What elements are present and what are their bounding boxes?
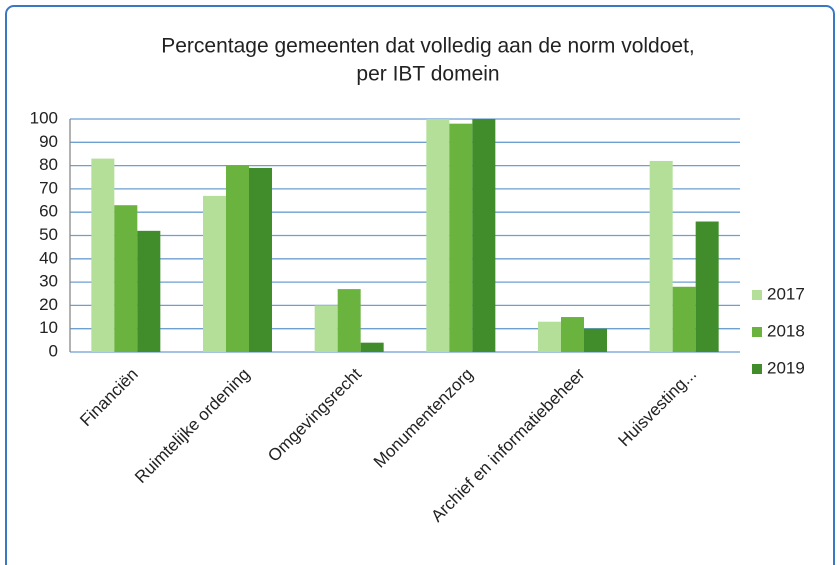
chart-border bbox=[5, 5, 835, 565]
y-tick-label: 100 bbox=[30, 108, 58, 127]
bar bbox=[314, 305, 338, 352]
bar bbox=[649, 160, 673, 352]
y-tick-label: 30 bbox=[39, 272, 58, 291]
bar bbox=[203, 195, 226, 352]
bar bbox=[226, 165, 249, 352]
y-tick-label: 70 bbox=[39, 178, 58, 197]
y-tick-label: 50 bbox=[39, 225, 58, 244]
bar bbox=[249, 167, 272, 352]
bar bbox=[137, 230, 161, 352]
chart-title: per IBT domein bbox=[356, 63, 499, 86]
y-tick-label: 90 bbox=[39, 132, 58, 151]
bar bbox=[426, 119, 450, 352]
bar bbox=[337, 289, 361, 352]
legend-label: 2019 bbox=[767, 358, 805, 377]
bar bbox=[472, 119, 496, 352]
y-tick-label: 40 bbox=[39, 248, 58, 267]
legend-swatch bbox=[752, 327, 762, 337]
bar bbox=[114, 205, 138, 352]
bar bbox=[538, 321, 561, 352]
bar bbox=[449, 123, 473, 352]
legend-label: 2018 bbox=[767, 321, 805, 340]
legend-label: 2017 bbox=[767, 284, 805, 303]
legend-swatch bbox=[752, 364, 762, 374]
bar bbox=[561, 317, 584, 352]
legend-swatch bbox=[752, 290, 762, 300]
y-tick-label: 60 bbox=[39, 202, 58, 221]
bar bbox=[695, 221, 719, 352]
bar bbox=[672, 286, 696, 352]
y-tick-label: 10 bbox=[39, 318, 58, 337]
bar bbox=[360, 342, 384, 352]
bar bbox=[91, 158, 115, 352]
y-tick-label: 20 bbox=[39, 295, 58, 314]
bar bbox=[584, 328, 607, 352]
y-tick-label: 0 bbox=[49, 341, 58, 360]
chart-title: Percentage gemeenten dat volledig aan de… bbox=[161, 35, 695, 58]
y-tick-label: 80 bbox=[39, 155, 58, 174]
